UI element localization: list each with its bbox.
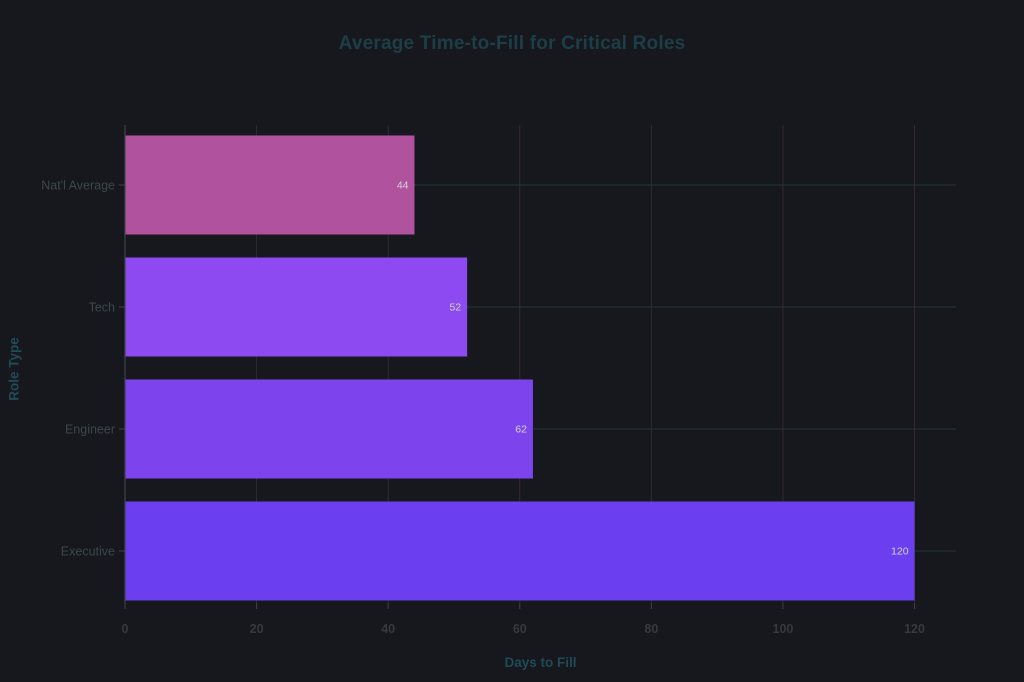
bar-executive xyxy=(125,501,915,601)
bar-value-label: 120 xyxy=(891,546,909,558)
x-axis-title: Days to Fill xyxy=(504,655,577,670)
x-tick-label: 80 xyxy=(644,622,658,636)
x-tick-label: 40 xyxy=(381,622,395,636)
x-tick-label: 60 xyxy=(513,622,527,636)
bar-tech xyxy=(125,257,468,357)
chart-title: Average Time-to-Fill for Critical Roles xyxy=(338,33,686,54)
y-tick-label-tech: Tech xyxy=(89,300,115,314)
x-tick-label: 100 xyxy=(773,622,794,636)
bar-nat-l-average xyxy=(125,135,415,235)
y-tick-label-engineer: Engineer xyxy=(65,422,115,436)
x-tick-label: 0 xyxy=(122,622,129,636)
bar-value-label: 52 xyxy=(449,302,461,314)
x-tick-label: 120 xyxy=(904,622,925,636)
bar-value-label: 62 xyxy=(515,424,527,436)
y-tick-label-nat-l-average: Nat'l Average xyxy=(41,178,115,192)
x-tick-label: 20 xyxy=(250,622,264,636)
y-tick-label-executive: Executive xyxy=(61,544,115,558)
bar-engineer xyxy=(125,379,533,479)
bar-value-label: 44 xyxy=(397,180,409,192)
